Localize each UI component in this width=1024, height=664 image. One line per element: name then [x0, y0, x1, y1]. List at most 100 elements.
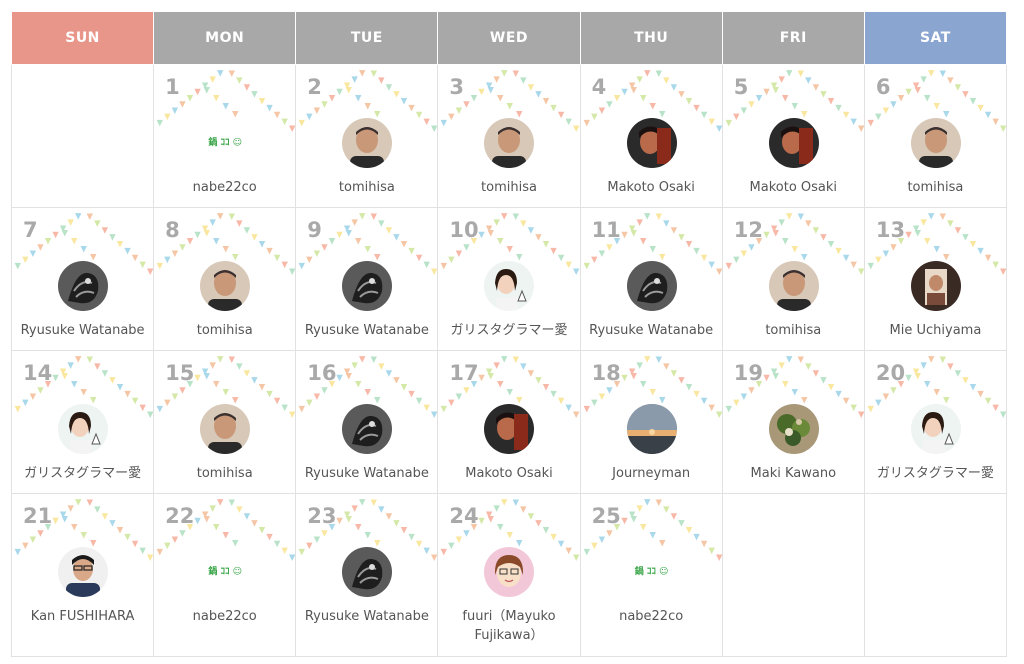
- author-avatar[interactable]: [626, 404, 677, 454]
- day-cell-13[interactable]: 13 Mie Uchiyama: [863, 207, 1008, 351]
- author-avatar[interactable]: [626, 118, 677, 168]
- author-avatar[interactable]: [484, 261, 535, 311]
- author-name[interactable]: nabe22co: [192, 609, 257, 624]
- day-number: 22: [165, 504, 195, 528]
- author-avatar[interactable]: [910, 404, 961, 454]
- author-avatar[interactable]: [200, 404, 251, 454]
- day-cell-2[interactable]: 2 tomihisa: [295, 64, 439, 208]
- author-name[interactable]: ガリスタグラマー愛: [876, 466, 994, 481]
- author-name[interactable]: Ryusuke Watanabe: [304, 466, 429, 481]
- day-cell-7[interactable]: 7 Ryusuke Watanabe: [10, 207, 155, 351]
- day-cell-21[interactable]: 21 Kan FUSHIHARA: [10, 493, 155, 657]
- day-cell-12[interactable]: 12 tomihisa: [721, 207, 865, 351]
- day-cell-24[interactable]: 24 fuuri（Mayuko Fujikawa）: [437, 493, 581, 657]
- day-number: 4: [591, 75, 607, 99]
- day-cell-1[interactable]: 1 鍋 ｺｺ ☺ nabe22co: [153, 64, 297, 208]
- author-name[interactable]: nabe22co: [619, 609, 684, 624]
- author-name[interactable]: Makoto Osaki: [749, 180, 838, 195]
- weekday-header-sun: SUN: [10, 11, 155, 65]
- author-avatar[interactable]: [58, 404, 108, 454]
- author-avatar[interactable]: [58, 547, 108, 597]
- author-avatar[interactable]: [342, 547, 393, 597]
- author-name[interactable]: Ryusuke Watanabe: [304, 323, 429, 338]
- bunting-decoration: [725, 213, 864, 276]
- empty-day-cell: [721, 493, 865, 657]
- day-cell-3[interactable]: 3 tomihisa: [437, 64, 581, 208]
- day-number: 23: [307, 504, 337, 528]
- author-avatar[interactable]: [200, 261, 251, 311]
- author-avatar[interactable]: [342, 118, 393, 168]
- day-cell-4[interactable]: 4 Makoto Osaki: [579, 64, 723, 208]
- day-cell-19[interactable]: 19 Maki Kawano: [721, 350, 865, 494]
- author-name[interactable]: Ryusuke Watanabe: [589, 323, 714, 338]
- author-avatar[interactable]: [626, 261, 677, 311]
- day-number: 14: [23, 361, 53, 385]
- day-number: 25: [591, 504, 621, 528]
- bunting-decoration: [156, 499, 295, 562]
- weekday-header-thu: THU: [579, 11, 723, 65]
- advent-calendar: SUN MON TUE WED THU FRI SAT 1 鍋 ｺｺ ☺ nabe22co 2 to…: [10, 11, 1008, 657]
- author-avatar[interactable]: [342, 261, 393, 311]
- weekday-header-mon: MON: [153, 11, 297, 65]
- day-cell-14[interactable]: 14 ガリスタグラマー愛: [10, 350, 155, 494]
- author-name[interactable]: tomihisa: [907, 180, 964, 195]
- author-name[interactable]: fuuri（Mayuko Fujikawa）: [462, 609, 556, 643]
- author-name[interactable]: ガリスタグラマー愛: [450, 323, 568, 338]
- day-cell-18[interactable]: 18 Journeyman: [579, 350, 723, 494]
- day-cell-5[interactable]: 5 Makoto Osaki: [721, 64, 865, 208]
- day-cell-16[interactable]: 16 Ryusuke Watanabe: [295, 350, 439, 494]
- day-cell-22[interactable]: 22 鍋 ｺｺ ☺ nabe22co: [153, 493, 297, 657]
- author-avatar[interactable]: [768, 118, 819, 168]
- calendar-week-row: 1 鍋 ｺｺ ☺ nabe22co 2 tomihisa 3 tomihisa 4 Makoto…: [10, 64, 1008, 208]
- author-avatar[interactable]: [768, 261, 819, 311]
- author-avatar[interactable]: [910, 118, 961, 168]
- author-name[interactable]: Mie Uchiyama: [889, 323, 982, 338]
- bunting-decoration: [583, 356, 722, 419]
- day-cell-9[interactable]: 9 Ryusuke Watanabe: [295, 207, 439, 351]
- author-avatar[interactable]: [484, 547, 535, 597]
- day-cell-20[interactable]: 20 ガリスタグラマー愛: [863, 350, 1008, 494]
- day-number: 2: [307, 75, 322, 99]
- author-avatar[interactable]: [910, 261, 961, 311]
- author-avatar[interactable]: [484, 404, 535, 454]
- author-name[interactable]: Ryusuke Watanabe: [20, 323, 145, 338]
- bunting-decoration: [156, 356, 295, 419]
- day-cell-25[interactable]: 25 鍋 ｺｺ ☺ nabe22co: [579, 493, 723, 657]
- day-number: 11: [591, 218, 621, 242]
- day-cell-17[interactable]: 17 Makoto Osaki: [437, 350, 581, 494]
- author-name[interactable]: Makoto Osaki: [607, 180, 695, 195]
- day-cell-15[interactable]: 15 tomihisa: [153, 350, 297, 494]
- day-cell-23[interactable]: 23 Ryusuke Watanabe: [295, 493, 439, 657]
- nabe22co-logo: 鍋 ｺｺ ☺: [208, 567, 242, 577]
- bunting-decoration: [156, 70, 295, 133]
- author-name[interactable]: tomihisa: [765, 323, 822, 338]
- author-name[interactable]: tomihisa: [338, 180, 395, 195]
- day-number: 19: [733, 361, 763, 385]
- author-name[interactable]: ガリスタグラマー愛: [24, 466, 142, 481]
- author-name[interactable]: tomihisa: [196, 323, 253, 338]
- weekday-header-wed: WED: [437, 11, 581, 65]
- bunting-decoration: [583, 70, 722, 133]
- weekday-header-sat: SAT: [863, 11, 1008, 65]
- day-cell-6[interactable]: 6 tomihisa: [863, 64, 1008, 208]
- author-name[interactable]: Ryusuke Watanabe: [304, 609, 429, 624]
- author-avatar[interactable]: [484, 118, 535, 168]
- bunting-decoration: [14, 499, 153, 562]
- bunting-decoration: [298, 70, 437, 133]
- day-cell-8[interactable]: 8 tomihisa: [153, 207, 297, 351]
- author-name[interactable]: Kan FUSHIHARA: [30, 609, 135, 624]
- day-number: 12: [733, 218, 763, 242]
- calendar-week-row: 7 Ryusuke Watanabe 8 tomihisa 9 Ryusuke Watan…: [10, 207, 1008, 351]
- author-avatar[interactable]: [58, 261, 108, 311]
- day-cell-11[interactable]: 11 Ryusuke Watanabe: [579, 207, 723, 351]
- author-name[interactable]: Makoto Osaki: [465, 466, 553, 481]
- author-name[interactable]: nabe22co: [192, 180, 257, 195]
- day-cell-10[interactable]: 10 ガリスタグラマー愛: [437, 207, 581, 351]
- author-name[interactable]: Journeyman: [612, 466, 691, 481]
- author-name[interactable]: Maki Kawano: [750, 466, 837, 481]
- author-name[interactable]: tomihisa: [196, 466, 253, 481]
- author-avatar[interactable]: [768, 404, 819, 454]
- author-name[interactable]: tomihisa: [481, 180, 537, 195]
- author-avatar[interactable]: [342, 404, 393, 454]
- bunting-decoration: [298, 213, 437, 276]
